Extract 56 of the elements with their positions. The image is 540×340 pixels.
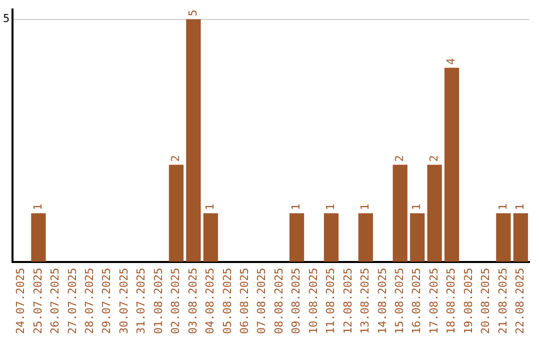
x-tick-label: 24.07.2025 (14, 268, 28, 334)
data-label: 1 (496, 204, 510, 210)
data-label: 2 (169, 155, 182, 162)
data-label: 1 (514, 204, 527, 210)
x-tick-label: 19.08.2025 (462, 268, 475, 334)
x-tick-label: 28.07.2025 (82, 268, 96, 334)
bar (31, 213, 46, 262)
x-tick-label: 14.08.2025 (376, 268, 389, 334)
data-label: 2 (427, 155, 440, 162)
x-tick-label: 08.08.2025 (272, 268, 286, 334)
bar (289, 213, 304, 262)
bar (186, 19, 201, 262)
x-tick-label: 29.07.2025 (100, 268, 114, 334)
data-label: 1 (31, 204, 44, 210)
bar (496, 213, 511, 262)
x-tick-label: 12.08.2025 (341, 268, 354, 334)
x-tick-label: 11.08.2025 (324, 268, 338, 334)
x-tick-label: 03.08.2025 (186, 268, 200, 334)
data-label: 1 (324, 204, 338, 210)
x-tick-label: 01.08.2025 (152, 268, 165, 334)
x-tick-label: 06.08.2025 (238, 268, 251, 334)
x-tick-label: 05.08.2025 (220, 268, 234, 334)
bar (324, 213, 339, 262)
data-label: 2 (392, 155, 406, 162)
x-tick-label: 20.08.2025 (479, 268, 492, 334)
data-label: 1 (410, 204, 424, 210)
x-tick-label: 02.08.2025 (169, 268, 182, 334)
bar (168, 164, 184, 262)
bar (392, 164, 408, 262)
bar (513, 213, 528, 262)
x-tick-label: 07.08.2025 (255, 268, 268, 334)
x-tick-label: 16.08.2025 (410, 268, 424, 334)
x-tick-label: 22.08.2025 (514, 268, 527, 334)
x-tick-label: 30.07.2025 (117, 268, 130, 334)
data-label: 1 (358, 204, 372, 210)
data-label: 4 (444, 58, 458, 65)
bar (358, 213, 373, 262)
x-tick-label: 31.07.2025 (134, 268, 148, 334)
data-label: 1 (204, 204, 217, 210)
bar (410, 213, 425, 262)
x-tick-label: 18.08.2025 (444, 268, 458, 334)
x-tick-label: 09.08.2025 (290, 268, 303, 334)
x-tick-label: 21.08.2025 (496, 268, 510, 334)
x-tick-label: 26.07.2025 (48, 268, 62, 334)
data-label: 5 (186, 10, 200, 16)
bar (203, 213, 218, 262)
bar (427, 164, 442, 262)
bar (444, 68, 460, 262)
x-tick-label: 15.08.2025 (392, 268, 406, 334)
x-tick-label: 10.08.2025 (306, 268, 320, 334)
data-label: 1 (290, 204, 303, 210)
x-tick-label: 04.08.2025 (204, 268, 217, 334)
x-tick-label: 17.08.2025 (427, 268, 440, 334)
x-tick-label: 13.08.2025 (358, 268, 372, 334)
x-tick-label: 27.07.2025 (66, 268, 79, 334)
x-tick-label: 25.07.2025 (31, 268, 44, 334)
